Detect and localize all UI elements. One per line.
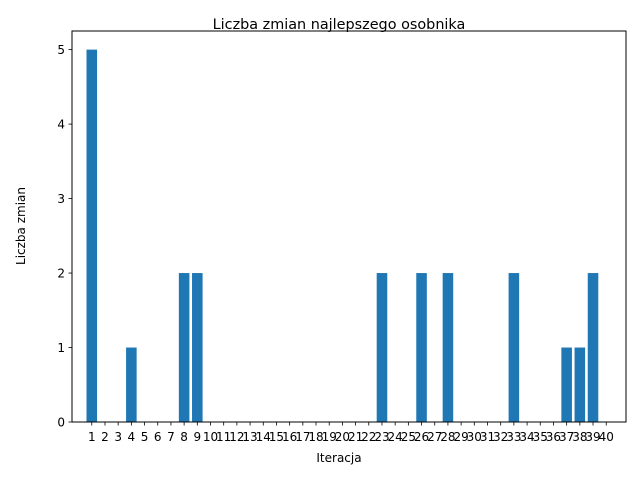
x-tick-label: 2 [101,430,109,444]
x-tick-label: 16 [282,430,297,444]
x-tick-label: 29 [453,430,468,444]
x-tick-label: 39 [585,430,600,444]
x-tick-label: 34 [519,430,534,444]
x-tick-label: 18 [308,430,323,444]
bar-33 [508,273,520,422]
x-tick-label: 31 [480,430,495,444]
x-tick-label: 17 [295,430,310,444]
y-tick-label: 5 [57,43,65,57]
bar-37 [561,347,572,422]
x-tick-label: 15 [269,430,284,444]
x-tick-label: 37 [559,430,574,444]
plot-frame [71,30,627,423]
bars-group [86,49,599,422]
x-tick-label: 7 [167,430,175,444]
bar-23 [376,273,388,422]
x-tick-label: 21 [348,430,363,444]
x-tick-label: 25 [401,430,416,444]
x-tick-label: 24 [388,430,403,444]
x-tick-label: 13 [242,430,257,444]
x-tick-label: 8 [180,430,188,444]
y-tick-label: 3 [57,192,65,206]
x-tick-label: 3 [114,430,122,444]
x-tick-label: 20 [335,430,350,444]
x-tick-label: 32 [493,430,508,444]
x-axis-label: Iteracja [316,451,361,465]
x-axis-ticks: 1 2 3 4 5 6 7 8 9 1011121314151617181920212223242… [88,422,614,444]
y-axis-ticks: 0 1 2 3 4 5 [57,43,72,430]
bar-8 [178,273,190,422]
bar-39 [587,273,599,422]
x-tick-label: 27 [427,430,442,444]
bar-1 [86,49,98,422]
x-tick-label: 23 [374,430,389,444]
y-tick-label: 1 [57,341,65,355]
x-tick-label: 4 [128,430,136,444]
y-tick-label: 0 [57,416,65,430]
bar-26 [416,273,427,422]
x-tick-label: 38 [572,430,587,444]
x-tick-label: 40 [599,430,614,444]
y-tick-label: 2 [57,267,65,281]
x-tick-label: 9 [193,430,201,444]
y-tick-label: 4 [57,118,65,132]
x-tick-label: 14 [256,430,271,444]
x-tick-label: 35 [533,430,548,444]
x-tick-label: 36 [546,430,561,444]
bar-38 [574,347,586,422]
y-axis-label: Liczba zmian [14,187,28,265]
x-tick-label: 26 [414,430,429,444]
x-tick-label: 28 [440,430,455,444]
x-tick-label: 5 [141,430,149,444]
chart-title: Liczba zmian najlepszego osobnika [213,17,466,33]
x-tick-label: 12 [229,430,244,444]
bar-4 [126,347,137,422]
x-tick-label: 33 [506,430,521,444]
x-tick-label: 30 [467,430,482,444]
x-tick-label: 1 [88,430,96,444]
x-tick-label: 11 [216,430,231,444]
bar-28 [442,273,454,422]
x-tick-label: 6 [154,430,162,444]
x-tick-label: 22 [361,430,376,444]
x-tick-label: 10 [203,430,218,444]
x-tick-label: 19 [322,430,337,444]
bar-9 [192,273,203,422]
